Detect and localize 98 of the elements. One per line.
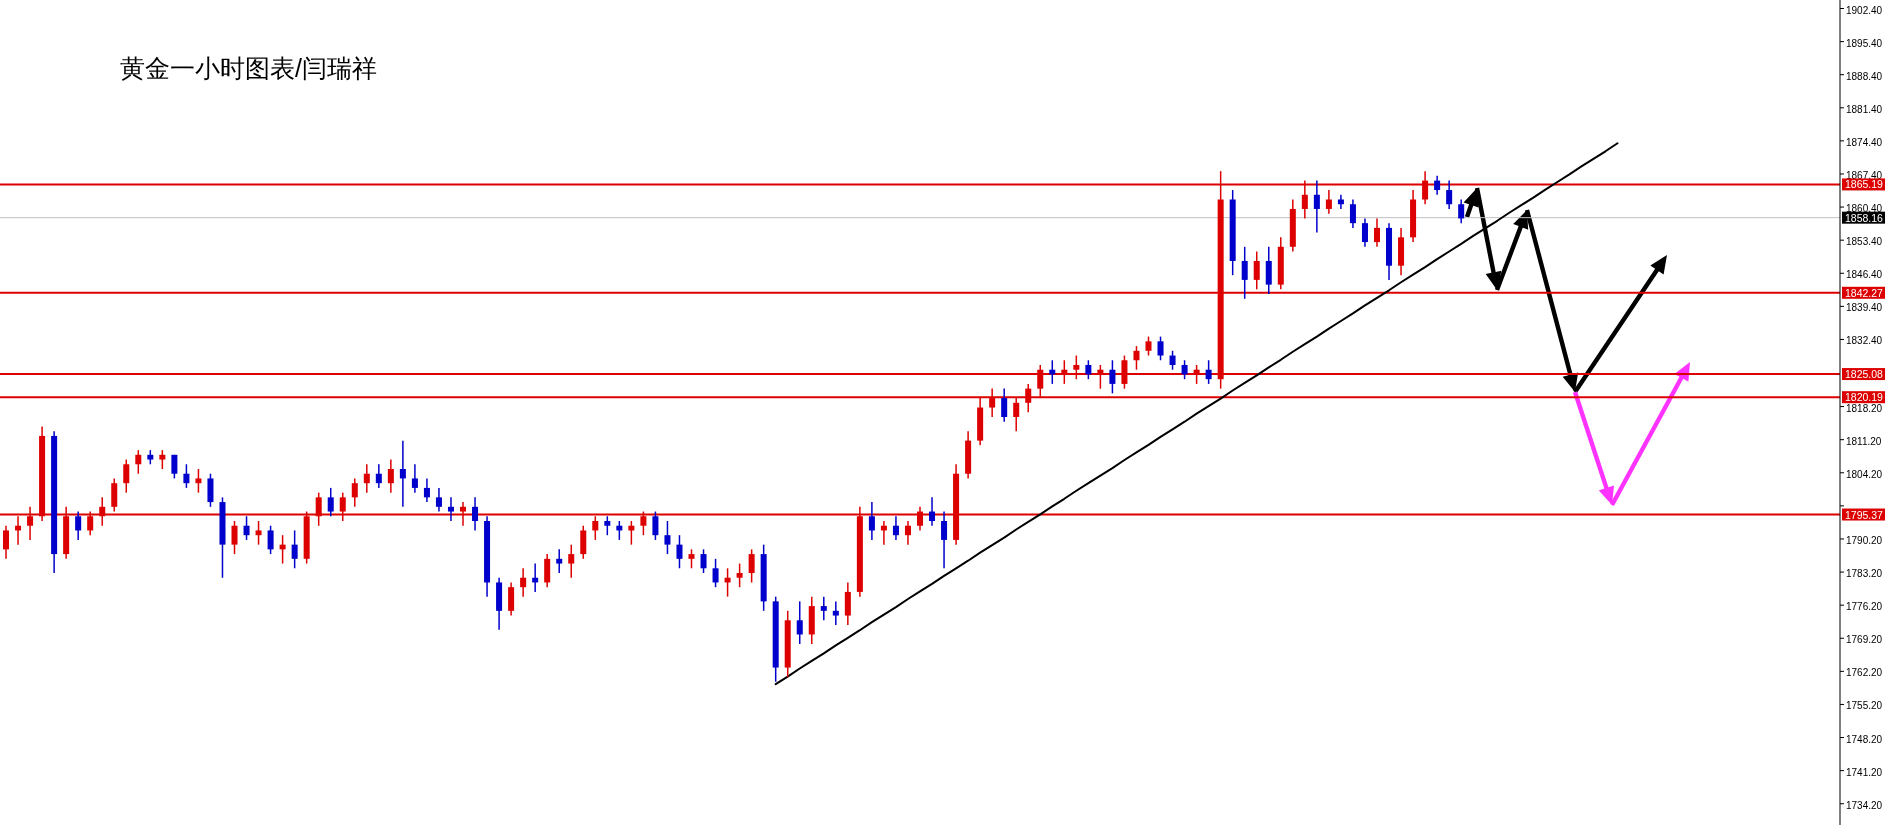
candlestick (327, 487, 334, 518)
candlestick (1157, 335, 1164, 362)
candlestick (1349, 198, 1356, 229)
candlestick (75, 510, 82, 541)
candlestick (1253, 250, 1260, 291)
candlestick (1325, 189, 1332, 215)
y-tick-label: 1811.20 (1846, 435, 1882, 447)
y-tick-label: 1874.40 (1846, 136, 1883, 148)
candlestick (568, 543, 575, 579)
candlestick (1205, 359, 1212, 385)
candlestick (123, 458, 130, 494)
text: 黄金一小时图表/闫瑞祥 (120, 54, 377, 82)
y-tick-label: 1741.20 (1846, 766, 1883, 778)
ref-line-label: 1825.08 (1845, 368, 1884, 381)
candlestick (1458, 198, 1465, 224)
y-tick-label: 1853.40 (1846, 236, 1883, 248)
ref-line-label: 1842.27 (1845, 286, 1884, 299)
candlestick (159, 449, 166, 470)
candlestick (664, 520, 671, 555)
candlestick (387, 458, 394, 494)
candlestick (929, 496, 936, 527)
ref-line-label: 1820.19 (1845, 391, 1884, 404)
candlestick (688, 548, 695, 570)
candlestick (1181, 359, 1188, 380)
candlestick (868, 501, 875, 541)
y-tick-label: 1762.20 (1846, 667, 1883, 679)
candlestick (820, 595, 827, 622)
candlestick (796, 600, 803, 645)
y-tick-label: 1881.40 (1846, 103, 1883, 115)
y-tick-label: 1783.20 (1846, 568, 1883, 580)
candlestick (1001, 387, 1008, 423)
y-tick-label: 1776.20 (1846, 601, 1883, 613)
y-tick-label: 1748.20 (1846, 733, 1883, 745)
candlestick (1085, 359, 1092, 380)
candlestick (423, 477, 430, 503)
candlestick (183, 463, 190, 489)
y-tick-label: 1734.20 (1846, 799, 1883, 811)
candlestick (700, 548, 707, 574)
y-tick-label: 1769.20 (1846, 634, 1883, 646)
y-tick-label: 1902.40 (1846, 4, 1883, 16)
candlestick (351, 477, 358, 508)
candlestick (1109, 359, 1116, 395)
candlestick (267, 524, 274, 555)
candlestick (363, 463, 370, 494)
y-tick-label: 1839.40 (1846, 302, 1883, 314)
candlestick (435, 487, 442, 513)
y-tick-label: 1832.40 (1846, 335, 1883, 347)
candlestick (231, 520, 238, 555)
candlestick (1133, 345, 1140, 371)
line-series (774, 142, 1619, 686)
candlestick (904, 520, 911, 546)
candlestick (3, 524, 10, 560)
candlestick (844, 581, 851, 626)
ref-line-label: 1795.37 (1845, 508, 1884, 521)
candlestick (556, 548, 563, 574)
ref-line-label: 1858.16 (1845, 211, 1884, 224)
candlestick (604, 515, 611, 536)
candlestick (1241, 246, 1248, 300)
candlestick (472, 496, 479, 532)
candlestick (1434, 175, 1441, 196)
candlestick (1313, 179, 1320, 234)
y-tick-label: 1804.20 (1846, 468, 1883, 480)
candlestick (207, 472, 214, 508)
candlestick (748, 548, 755, 584)
candlestick (375, 463, 382, 489)
candlestick (399, 439, 406, 508)
candlestick (135, 449, 142, 475)
candlestick (243, 515, 250, 541)
candlestick (411, 463, 418, 494)
candlestick (712, 558, 719, 588)
ref-line-label: 1865.19 (1845, 178, 1884, 191)
y-tick-label: 1818.20 (1846, 402, 1883, 414)
candlestick (544, 553, 551, 588)
y-tick-label: 1888.40 (1846, 70, 1883, 82)
candlestick (892, 515, 899, 541)
y-tick-label: 1895.40 (1846, 37, 1883, 49)
candlestick (111, 477, 118, 513)
candlestick (832, 600, 839, 626)
y-tick-label: 1846.40 (1846, 269, 1883, 281)
candlestick (291, 529, 298, 570)
y-tick-label: 1755.20 (1846, 700, 1883, 712)
candlestick (1446, 179, 1453, 210)
candlestick (1145, 335, 1152, 357)
candlestick (652, 510, 659, 541)
candlestick (676, 534, 683, 570)
candlestick (447, 496, 454, 522)
candlestick (1265, 246, 1272, 295)
candlestick (736, 562, 743, 588)
y-tick-label: 1790.20 (1846, 534, 1883, 546)
candlestick (520, 567, 527, 598)
candlestick (580, 524, 587, 560)
candlestick (195, 468, 202, 494)
candlestick (1361, 217, 1368, 248)
candlestick (255, 520, 262, 546)
candlestick (941, 510, 948, 570)
candlestick (1373, 217, 1380, 248)
candlestick (1169, 350, 1176, 371)
candlestick (508, 581, 515, 617)
